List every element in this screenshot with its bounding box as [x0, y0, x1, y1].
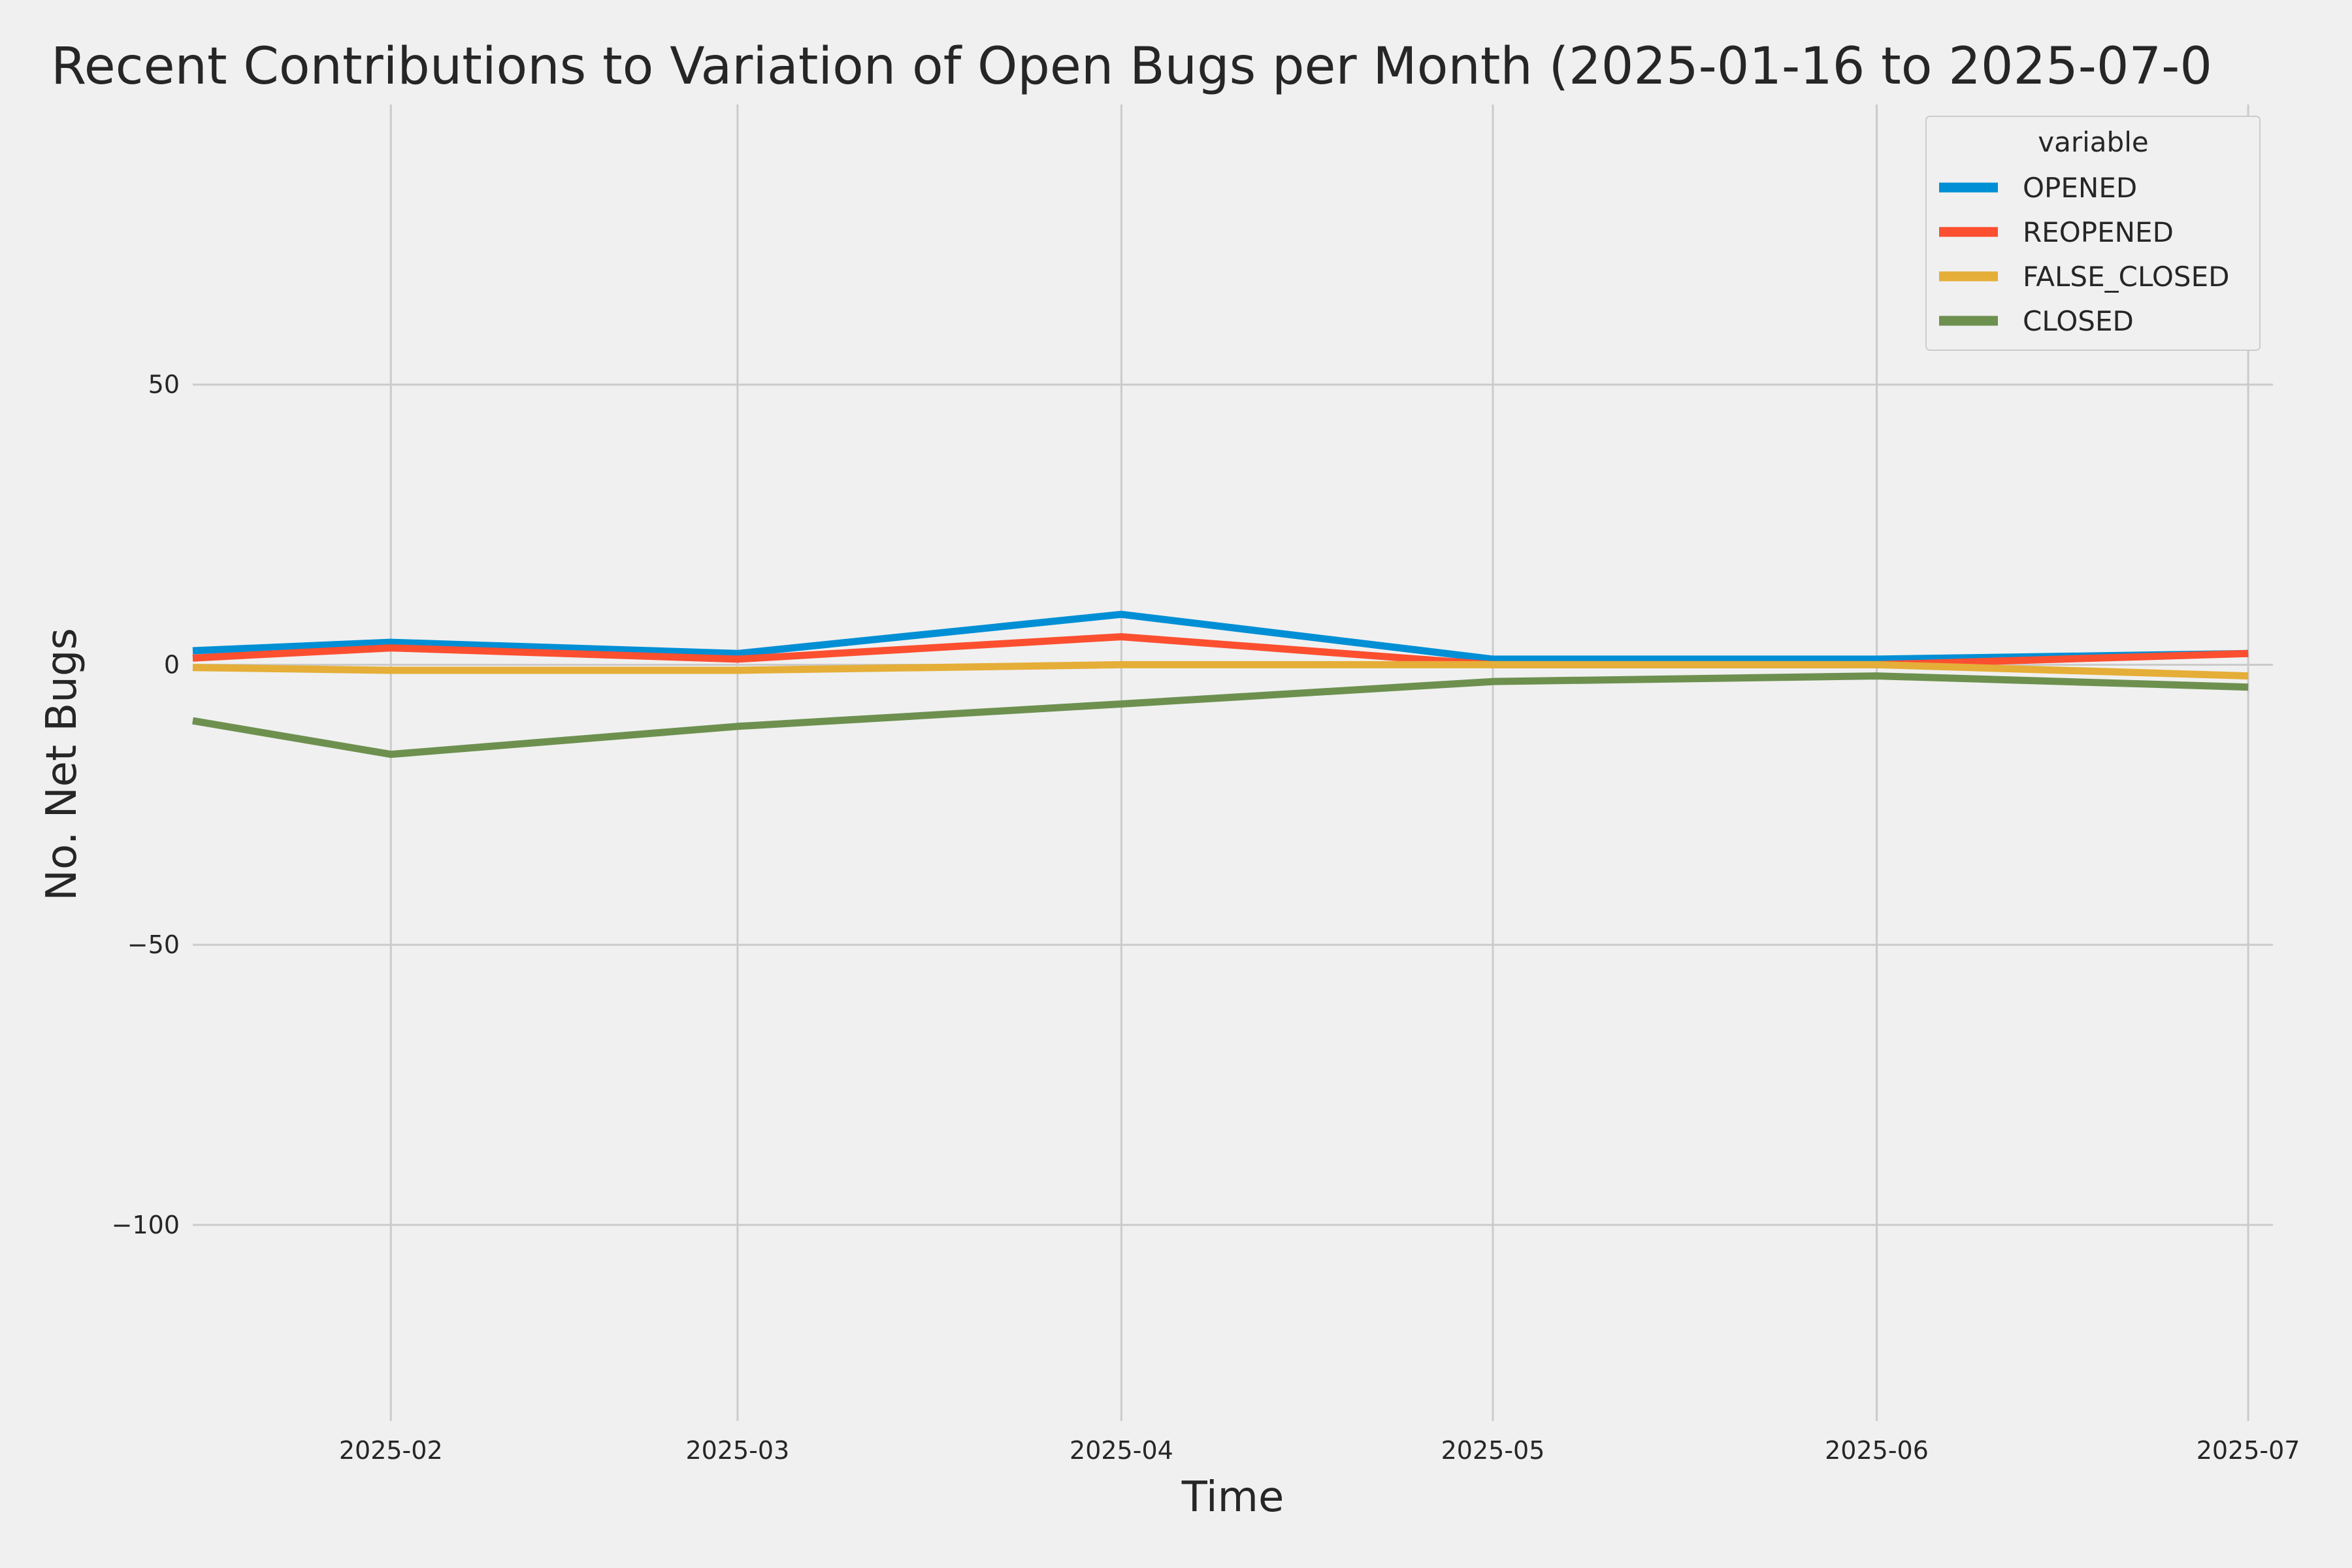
- y-tick-label: 50: [148, 370, 180, 399]
- x-tick-label: 2025-03: [686, 1436, 790, 1465]
- grid: [193, 105, 2273, 1421]
- y-tick-label: −50: [127, 930, 180, 959]
- legend-label: CLOSED: [2023, 305, 2134, 337]
- legend-label: OPENED: [2023, 172, 2137, 204]
- series-line-opened: [192, 610, 2249, 663]
- x-tick-label: 2025-05: [1441, 1436, 1545, 1465]
- y-tick-label: 0: [164, 650, 180, 679]
- series-lines: [192, 610, 2249, 759]
- y-axis-title: No. Net Bugs: [38, 628, 86, 901]
- series-line-closed: [192, 672, 2249, 759]
- x-tick-label: 2025-06: [1825, 1436, 1929, 1465]
- x-tick-label: 2025-07: [2197, 1436, 2300, 1465]
- legend-label: FALSE_CLOSED: [2023, 261, 2229, 293]
- legend-frame: [1925, 116, 2261, 351]
- legend-title: variable: [2038, 126, 2148, 158]
- series-line-false-closed: [192, 661, 2249, 680]
- x-tick-label: 2025-04: [1070, 1436, 1173, 1465]
- legend: variable OPENED REOPENED FALSE_CLOSED CLOSE…: [1925, 116, 2261, 351]
- axis-ticks: 50 0 −50 −100 2025-02 2025-03 2025-04 2025-05 20…: [112, 370, 2300, 1465]
- chart-title: Recent Contributions to Variation of Ope…: [51, 37, 2212, 96]
- legend-items: OPENED REOPENED FALSE_CLOSED CLOSED: [1939, 172, 2229, 337]
- x-tick-label: 2025-02: [339, 1436, 443, 1465]
- legend-label: REOPENED: [2023, 216, 2174, 248]
- series-line-reopened: [192, 633, 2249, 668]
- x-axis-title: Time: [1181, 1473, 1284, 1522]
- y-tick-label: −100: [112, 1211, 180, 1239]
